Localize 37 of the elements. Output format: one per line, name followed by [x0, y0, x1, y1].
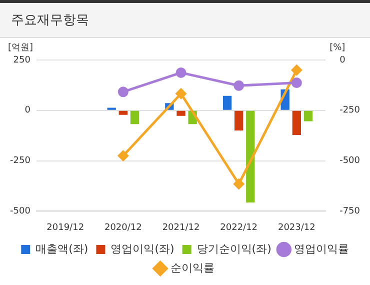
y2-tick-label: -250	[340, 106, 360, 116]
chart-title: 주요재무항목	[0, 0, 370, 38]
x-tick-label: 2022/12	[220, 222, 258, 233]
bar	[176, 110, 186, 116]
point	[176, 67, 186, 78]
legend-label: 순이익률	[170, 261, 214, 274]
bar	[304, 110, 313, 122]
x-tick-label: 2023/12	[278, 222, 316, 233]
bar	[222, 96, 232, 110]
y-tick-label: 0	[24, 106, 31, 116]
y-axis-title: [억원]	[8, 42, 34, 53]
point	[118, 150, 128, 162]
point	[234, 178, 244, 190]
bar	[246, 110, 255, 203]
y-tick-label: 250	[13, 55, 31, 66]
y2-tick-label: -500	[340, 156, 360, 166]
point	[234, 80, 244, 91]
y2-axis-title: [%]	[330, 42, 346, 53]
point	[291, 64, 302, 76]
bar	[234, 110, 244, 131]
y-tick-label: -250	[10, 156, 31, 166]
y2-tick-label: 0	[340, 55, 346, 66]
legend-label: 영업이익률	[294, 242, 349, 256]
point	[118, 86, 128, 98]
bar	[292, 110, 301, 135]
x-tick-label: 2019/12	[46, 222, 84, 233]
bar	[130, 110, 140, 124]
x-tick-label: 2020/12	[104, 222, 142, 233]
legend-label: 당기순이익(좌)	[196, 242, 272, 256]
x-tick-label: 2021/12	[162, 222, 200, 233]
legend-label: 영업이익(좌)	[110, 242, 174, 256]
y2-tick-label: -750	[340, 206, 360, 217]
legend-label: 매출액(좌)	[36, 242, 88, 256]
bar	[118, 110, 128, 115]
point	[291, 78, 302, 88]
y-tick-label: -500	[10, 206, 31, 217]
point	[176, 88, 186, 99]
